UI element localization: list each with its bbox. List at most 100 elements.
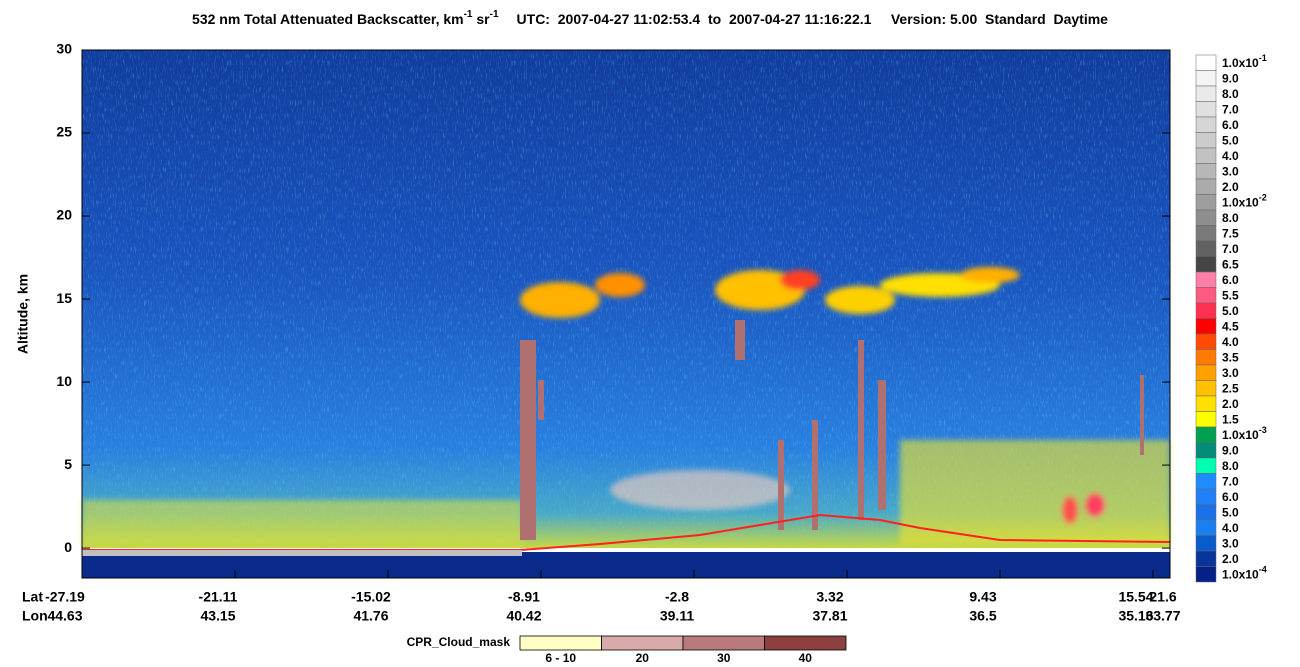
colorbar-label-text: 6.5 xyxy=(1222,257,1239,271)
colorbar-label-text: 4.0 xyxy=(1222,149,1239,163)
colorbar-label: 3.0 xyxy=(1222,366,1239,380)
cpr-legend-label: 20 xyxy=(636,651,650,665)
x-tick-label-lon: 37.81 xyxy=(812,608,847,624)
subtitle: UTC: 2007-04-27 11:02:53.4 to 2007-04-27… xyxy=(517,11,1109,27)
colorbar-label: 1.0x10-2 xyxy=(1222,193,1267,210)
colorbar-swatch xyxy=(1195,85,1217,102)
x-tick-label-lat: 15.54 xyxy=(1118,589,1153,605)
colorbar-label: 9.0 xyxy=(1222,443,1239,457)
colorbar-swatch xyxy=(1195,101,1217,118)
x-tick-label-lon: 35.16 xyxy=(1118,608,1153,624)
colorbar-swatch xyxy=(1195,209,1217,226)
colorbar-label-text: 1.0x10 xyxy=(1222,428,1259,442)
colorbar-label-text: 8.0 xyxy=(1222,211,1239,225)
colorbar-label: 4.0 xyxy=(1222,335,1239,349)
colorbar-label-text: 8.0 xyxy=(1222,459,1239,473)
colorbar-label: 5.0 xyxy=(1222,505,1239,519)
colorbar-swatch xyxy=(1195,271,1217,288)
x-tick-label-lon: 39.11 xyxy=(660,608,694,624)
colorbar-label: 7.0 xyxy=(1222,474,1239,488)
colorbar-swatch xyxy=(1195,54,1217,71)
colorbar-label-text: 1.0x10 xyxy=(1222,56,1259,70)
colorbar-label-text: 7.0 xyxy=(1222,474,1239,488)
x-tick-label-lat: -21.11 xyxy=(199,589,238,605)
colorbar-label: 8.0 xyxy=(1222,87,1239,101)
colorbar-swatch xyxy=(1195,70,1217,87)
colorbar-label-text: 9.0 xyxy=(1222,443,1239,457)
x-tick-label-lon: 43.15 xyxy=(200,608,235,624)
colorbar-label-text: 2.0 xyxy=(1222,180,1239,194)
colorbar-swatch xyxy=(1195,147,1217,164)
title-text: 532 nm Total Attenuated Backscatter, km xyxy=(192,11,464,27)
colorbar-swatch xyxy=(1195,256,1217,273)
y-tick-label: 15 xyxy=(56,290,72,306)
colorbar-swatch xyxy=(1195,426,1217,443)
colorbar-swatch xyxy=(1195,287,1217,304)
colorbar-label-text: 3.5 xyxy=(1222,350,1239,364)
colorbar-label: 7.0 xyxy=(1222,102,1239,116)
colorbar-swatch xyxy=(1195,519,1217,536)
colorbar-label: 2.5 xyxy=(1222,381,1239,395)
x-tick-label-lat: 21.6 xyxy=(1149,589,1176,605)
colorbar-label: 6.0 xyxy=(1222,273,1239,287)
colorbar-swatch xyxy=(1195,504,1217,521)
colorbar-label: 1.0x10-4 xyxy=(1222,565,1267,582)
colorbar-label-text: 7.5 xyxy=(1222,226,1239,240)
x-row-label: Lon xyxy=(22,608,48,624)
colorbar-label: 2.0 xyxy=(1222,552,1239,566)
colorbar-swatch xyxy=(1195,550,1217,567)
colorbar-label-text: 2.0 xyxy=(1222,397,1239,411)
colorbar-label: 4.5 xyxy=(1222,319,1239,333)
colorbar-swatch xyxy=(1195,302,1217,319)
colorbar-label-exponent: -1 xyxy=(1259,53,1267,63)
colorbar-label-text: 1.5 xyxy=(1222,412,1239,426)
colorbar-label-text: 5.0 xyxy=(1222,133,1239,147)
colorbar-swatch xyxy=(1195,132,1217,149)
colorbar-label-text: 7.0 xyxy=(1222,102,1239,116)
colorbar-label: 5.0 xyxy=(1222,304,1239,318)
x-tick-label-lon: 40.42 xyxy=(506,608,541,624)
colorbar-label: 3.5 xyxy=(1222,350,1239,364)
x-tick-label-lat: -15.02 xyxy=(351,589,391,605)
colorbar-swatch xyxy=(1195,318,1217,335)
colorbar-swatch xyxy=(1195,535,1217,552)
colorbar-label-text: 2.5 xyxy=(1222,381,1239,395)
colorbar-swatch xyxy=(1195,240,1217,257)
y-tick-label: 5 xyxy=(64,456,72,472)
colorbar-label-text: 6.0 xyxy=(1222,273,1239,287)
colorbar-label-text: 4.5 xyxy=(1222,319,1239,333)
x-tick-label-lon: 41.76 xyxy=(353,608,388,624)
colorbar-label: 1.0x10-3 xyxy=(1222,425,1267,442)
colorbar-label: 2.0 xyxy=(1222,397,1239,411)
colorbar-label-text: 8.0 xyxy=(1222,87,1239,101)
colorbar-label-text: 1.0x10 xyxy=(1222,567,1259,581)
x-tick-label-lat: -8.91 xyxy=(508,589,540,605)
x-tick-label-lon: 36.5 xyxy=(969,608,996,624)
colorbar-label: 5.5 xyxy=(1222,288,1239,302)
colorbar-label-text: 9.0 xyxy=(1222,71,1239,85)
x-row-label: Lat xyxy=(22,589,43,605)
colorbar-label: 7.5 xyxy=(1222,226,1239,240)
colorbar-label: 3.0 xyxy=(1222,536,1239,550)
x-tick-label-lon: 44.63 xyxy=(47,608,82,624)
colorbar-label: 8.0 xyxy=(1222,459,1239,473)
colorbar-label-text: 5.0 xyxy=(1222,304,1239,318)
colorbar-label: 6.0 xyxy=(1222,118,1239,132)
y-tick-label: 20 xyxy=(56,207,72,223)
colorbar-label-exponent: -4 xyxy=(1259,565,1267,575)
cpr-legend-swatch xyxy=(682,635,765,651)
colorbar-label: 3.0 xyxy=(1222,164,1239,178)
colorbar-swatch xyxy=(1195,411,1217,428)
backscatter-image xyxy=(82,50,1171,578)
colorbar-swatch xyxy=(1195,333,1217,350)
colorbar-label-text: 3.0 xyxy=(1222,366,1239,380)
colorbar-swatch xyxy=(1195,457,1217,474)
colorbar-swatch xyxy=(1195,178,1217,195)
cpr-legend-swatch xyxy=(519,635,602,651)
title-exponent: -1 xyxy=(464,9,473,20)
colorbar-label-text: 5.0 xyxy=(1222,505,1239,519)
colorbar-swatch xyxy=(1195,566,1217,583)
colorbar-label-text: 3.0 xyxy=(1222,164,1239,178)
cpr-legend-swatch xyxy=(764,635,847,651)
